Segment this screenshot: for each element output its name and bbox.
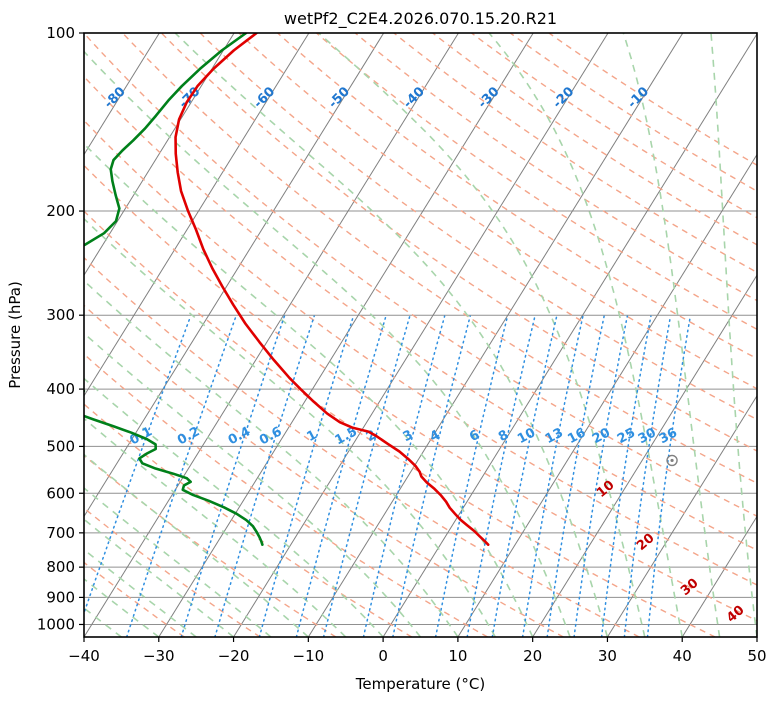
isotherm-line — [84, 33, 310, 397]
mixing-ratio-line — [623, 315, 672, 637]
dry-adiabat-line — [84, 454, 337, 637]
dry-adiabat-line — [84, 75, 757, 551]
mixing-ratio-line — [214, 315, 315, 637]
page-title: wetPf2_C2E4.2026.070.15.20.R21 — [284, 9, 557, 29]
dry-adiabat-line — [84, 304, 564, 637]
dry-adiabat-line — [84, 119, 757, 586]
y-tick-label: 400 — [46, 380, 75, 398]
moist-adiabat-line — [488, 33, 683, 637]
mixing-ratio-line — [295, 315, 387, 637]
y-tick-label: 700 — [46, 524, 75, 542]
mixing-ratio-label: 13 — [543, 425, 566, 447]
dry-adiabat-lines — [84, 33, 757, 637]
mixing-ratio-label: 10 — [515, 425, 538, 447]
mixing-ratio-line — [392, 315, 471, 637]
dry-adiabat-line — [431, 33, 757, 246]
isotherm-line — [756, 636, 757, 637]
mixing-ratio-label: 16 — [565, 425, 588, 447]
profile-curves — [84, 33, 490, 546]
x-tick-label: −10 — [293, 647, 325, 665]
isotherm-line — [84, 33, 459, 637]
y-tick-label: 900 — [46, 588, 75, 606]
isotherm-line — [457, 153, 757, 637]
x-tick-label: 30 — [598, 647, 617, 665]
mixing-ratio-line — [646, 315, 692, 637]
dry-adiabat-line — [84, 256, 640, 637]
dewpoint-profile-line — [84, 33, 264, 546]
isotherm-line — [681, 515, 757, 637]
moist-adiabat-line — [710, 33, 757, 637]
y-tick-label: 300 — [46, 306, 75, 324]
dry-adiabat-line — [121, 33, 757, 484]
isotherm-line — [158, 33, 534, 637]
y-axis-label: Pressure (hPa) — [6, 281, 24, 389]
y-tick-label: 600 — [46, 484, 75, 502]
mixing-ratio-label: 36 — [657, 425, 680, 447]
markers — [666, 454, 678, 467]
axes: −40 −30 −20 −10 0 10 20 30 40 50 100 200 300 400 500 60… — [6, 9, 767, 693]
mixing-ratio-label: 25 — [615, 425, 638, 447]
mixing-ratio-label: 30 — [636, 425, 659, 447]
moist-adiabat-line — [84, 377, 384, 637]
y-tick-label: 100 — [46, 24, 75, 42]
plot-frame — [83, 32, 758, 638]
moist-adiabat-lines — [84, 33, 757, 637]
mixing-ratio-line — [362, 315, 446, 637]
mixing-ratio-line — [434, 315, 509, 637]
dry-adiabat-line — [315, 33, 757, 331]
lcl-marker-ring[interactable] — [666, 454, 678, 467]
isotherm-line — [382, 33, 757, 637]
mixing-ratio-line — [84, 315, 192, 616]
mixing-ratio-line — [125, 315, 237, 637]
mixing-ratio-line — [491, 315, 558, 637]
moist-adiabat-line — [317, 33, 646, 637]
mixing-ratio-lines — [84, 315, 692, 637]
dry-adiabat-line — [84, 164, 757, 622]
y-tick-label: 500 — [46, 437, 75, 455]
dry-adiabat-line — [84, 403, 413, 637]
moist-adiabat-line — [84, 453, 309, 637]
mixing-ratio-line — [573, 315, 629, 637]
moist-adiabat-line — [84, 217, 496, 637]
y-tick-label: 200 — [46, 202, 75, 220]
dry-adiabat-line — [160, 33, 757, 452]
x-tick-label: 40 — [673, 647, 692, 665]
x-tick-label: −30 — [143, 647, 175, 665]
isotherm-line — [233, 33, 609, 637]
x-tick-label: 10 — [448, 647, 467, 665]
dry-adiabat-line — [199, 33, 757, 421]
isotherm-line — [84, 33, 235, 277]
moist-adiabat-line — [84, 142, 534, 637]
isobar-lines — [84, 33, 757, 625]
mixing-ratio-line — [600, 315, 652, 637]
moist-adiabat-line — [84, 279, 459, 637]
mixing-ratio-label: 20 — [590, 425, 613, 447]
dry-adiabat-line — [237, 33, 757, 390]
isotherm-line — [84, 33, 385, 518]
moist-adiabat-line — [84, 417, 347, 637]
x-tick-label: −20 — [218, 647, 250, 665]
x-tick-label: 50 — [747, 647, 766, 665]
x-tick-label: −40 — [68, 647, 100, 665]
mixing-ratio-line — [466, 315, 536, 637]
mixing-ratio-line — [546, 315, 605, 637]
isotherm-line — [607, 394, 757, 637]
temperature-profile-line — [174, 33, 490, 546]
moist-adiabat-line — [84, 50, 571, 637]
y-tick-label: 1000 — [37, 615, 75, 633]
x-tick-label: 20 — [523, 647, 542, 665]
dry-adiabat-line — [354, 33, 757, 302]
lcl-marker-dot — [670, 458, 674, 463]
y-tick-label: 800 — [46, 558, 75, 576]
mixing-ratio-line — [322, 315, 411, 637]
x-tick-label: 0 — [378, 647, 388, 665]
mixing-ratio-line — [180, 315, 286, 637]
dry-adiabat-line — [470, 33, 757, 219]
x-axis-label: Temperature (°C) — [355, 675, 485, 693]
moist-adiabat-line — [174, 33, 609, 637]
mixing-ratio-line — [258, 315, 355, 637]
